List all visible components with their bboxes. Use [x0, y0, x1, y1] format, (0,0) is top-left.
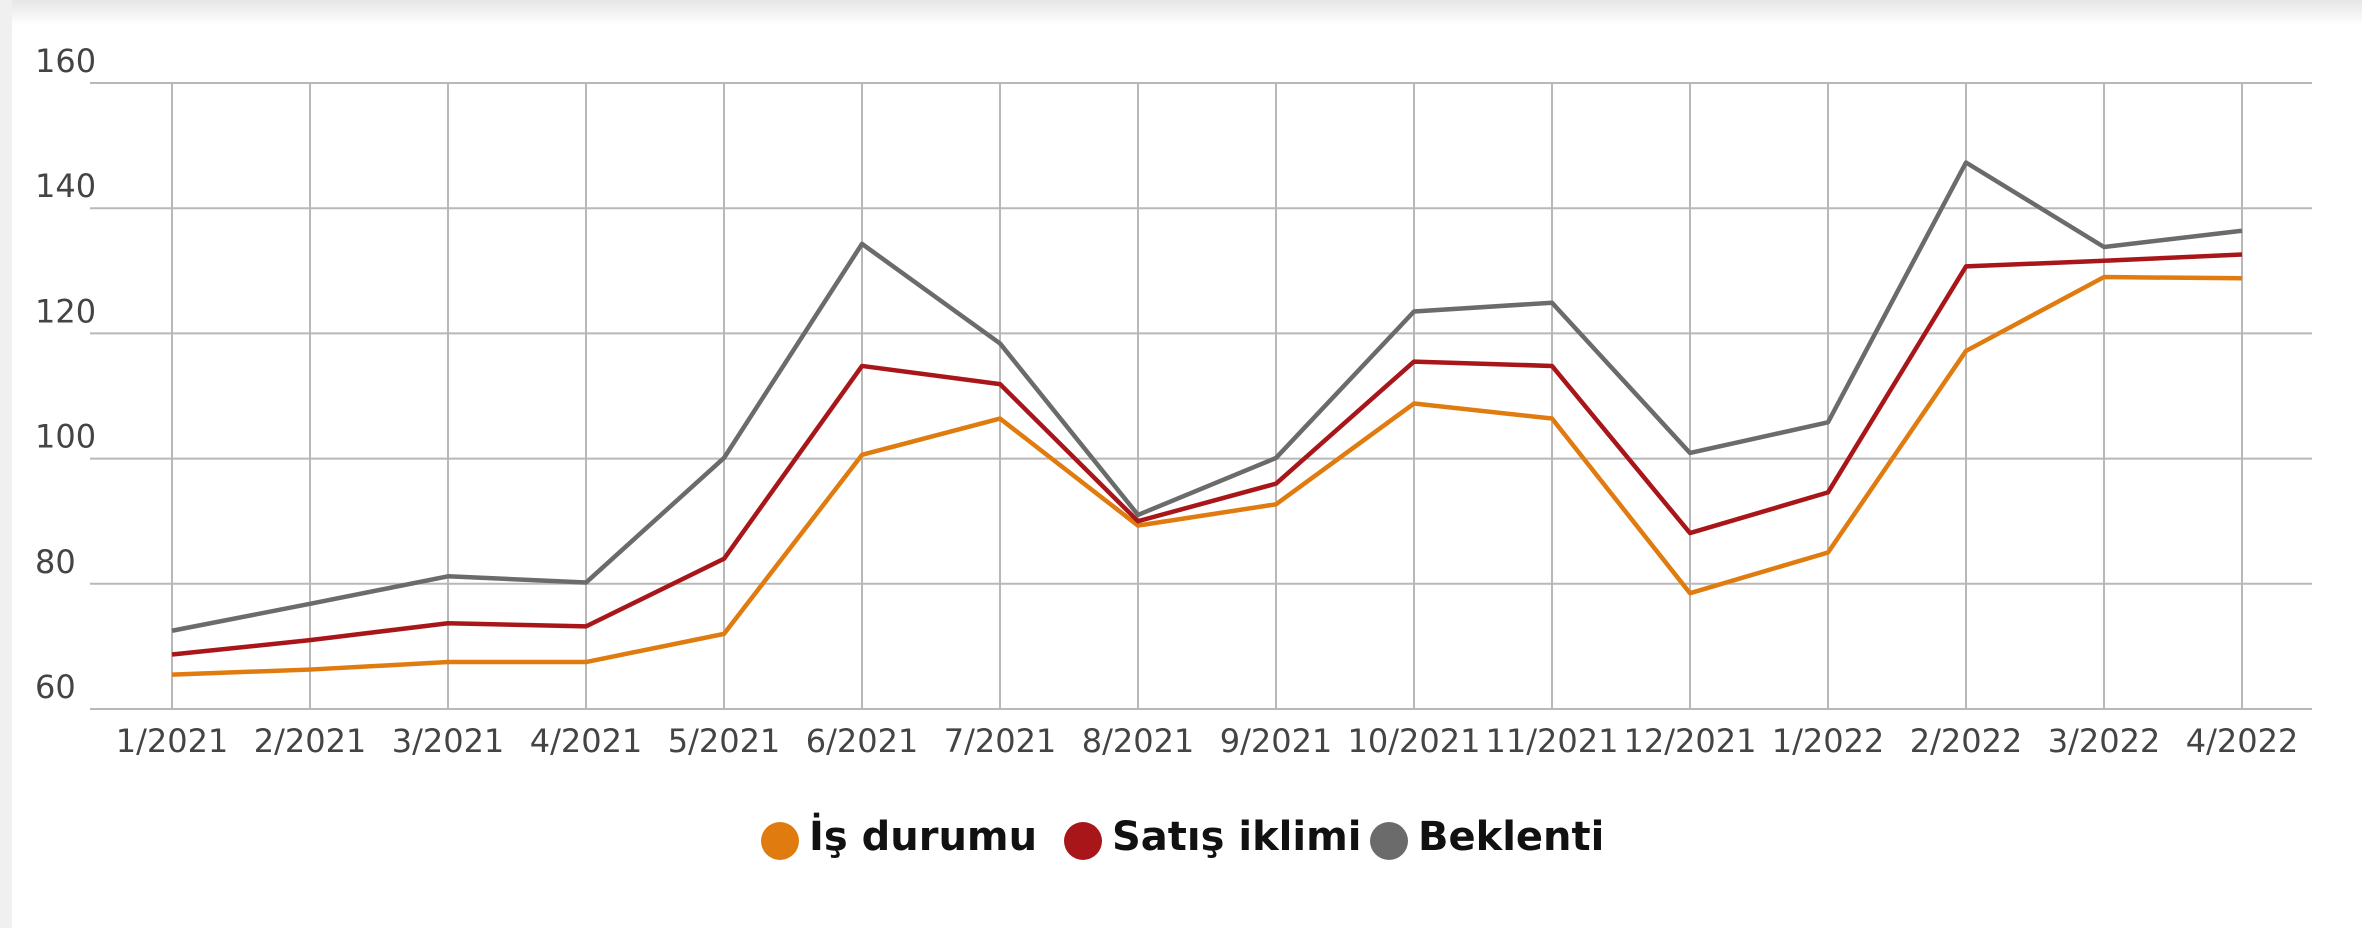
legend-label: Beklenti: [1418, 814, 1604, 860]
y-tick-label: 60: [35, 668, 76, 706]
x-tick-label: 1/2022: [1772, 722, 1885, 760]
x-tick-label: 7/2021: [944, 722, 1057, 760]
x-tick-label: 3/2021: [392, 722, 505, 760]
x-tick-label: 1/2021: [116, 722, 229, 760]
y-tick-label: 80: [35, 543, 76, 581]
y-tick-label: 140: [35, 167, 96, 205]
legend-label: İş durumu: [809, 812, 1037, 860]
x-tick-label: 2/2021: [254, 722, 367, 760]
legend-marker: [1064, 822, 1102, 860]
y-tick-label: 160: [35, 42, 96, 80]
y-tick-label: 100: [35, 418, 96, 456]
x-tick-label: 9/2021: [1220, 722, 1333, 760]
x-tick-label: 10/2021: [1348, 722, 1481, 760]
series-line: [171, 274, 2243, 677]
x-tick-label: 4/2021: [530, 722, 643, 760]
legend-label: Satış iklimi: [1112, 814, 1362, 860]
series-line: [171, 252, 2243, 657]
panel: [12, 0, 2362, 928]
x-tick-label: 11/2021: [1486, 722, 1619, 760]
panel-shadow: [12, 0, 2362, 26]
x-tick-label: 12/2021: [1624, 722, 1757, 760]
x-tick-label: 8/2021: [1082, 722, 1195, 760]
x-tick-label: 4/2022: [2186, 722, 2299, 760]
x-tick-label: 3/2022: [2048, 722, 2161, 760]
series-line: [171, 160, 2243, 633]
x-tick-label: 6/2021: [806, 722, 919, 760]
y-tick-label: 120: [35, 292, 96, 330]
legend-marker: [761, 822, 799, 860]
x-tick-label: 5/2021: [668, 722, 781, 760]
x-tick-label: 2/2022: [1910, 722, 2023, 760]
legend-marker: [1370, 822, 1408, 860]
